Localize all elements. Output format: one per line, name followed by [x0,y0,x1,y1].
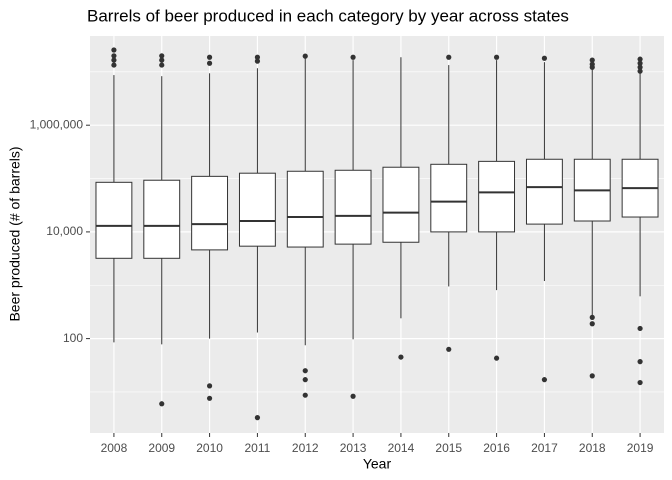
chart-title: Barrels of beer produced in each categor… [87,6,569,25]
y-tick-label: 1,000,000 [30,117,84,131]
box [430,163,468,233]
outlier [206,60,213,66]
x-tick-label: 2013 [340,441,367,455]
outlier [493,54,500,60]
outlier [111,57,117,63]
outlier [254,58,261,64]
x-tick-label: 2010 [196,441,223,455]
outlier [111,62,117,68]
x-tick-label: 2008 [101,441,128,455]
x-tick-label: 2009 [148,441,175,455]
outlier [159,62,165,68]
x-axis-title: Year [363,456,392,472]
box [478,160,516,233]
outlier [302,392,308,398]
x-tick-label: 2017 [531,441,558,455]
outlier [159,401,165,407]
x-tick-label: 2016 [483,441,510,455]
outlier [206,383,213,389]
outlier [302,368,308,374]
outlier [254,54,261,60]
box [286,170,324,248]
box [525,158,563,225]
outlier [541,377,548,383]
outlier [637,379,643,386]
x-tick-label: 2012 [292,441,319,455]
outlier [637,60,643,66]
outlier [541,55,548,61]
outlier [111,53,117,59]
outlier [637,64,643,70]
box [238,172,276,247]
outlier [637,325,643,332]
outlier [637,56,643,62]
box [191,175,229,251]
outlier [589,321,595,327]
outlier [302,377,308,383]
outlier [159,53,165,59]
outlier [206,395,213,401]
outlier [589,64,595,70]
outlier [159,57,165,63]
y-axis-title: Beer produced (# of barrels) [7,146,23,321]
y-tick-label: 10,000 [46,224,83,238]
plot-panel [90,36,664,433]
x-tick-label: 2019 [627,441,654,455]
outlier [254,415,261,421]
x-tick-label: 2011 [245,441,271,455]
x-tick-label: 2015 [435,441,462,455]
outlier [111,47,117,53]
box [334,169,372,245]
x-tick-label: 2018 [579,441,606,455]
x-tick-label: 2014 [388,441,415,455]
box [382,166,420,243]
outlier [302,53,308,59]
outlier [350,54,356,60]
outlier [589,57,595,63]
outlier [637,359,643,365]
outlier [589,314,595,320]
outlier [398,354,404,360]
box [95,181,133,259]
outlier [637,68,643,74]
outlier [493,355,500,361]
outlier [350,393,356,399]
outlier [446,346,452,352]
outlier [206,54,213,60]
box [143,179,181,259]
outlier [589,373,595,379]
outlier [446,54,452,60]
y-tick-label: 100 [63,331,83,345]
